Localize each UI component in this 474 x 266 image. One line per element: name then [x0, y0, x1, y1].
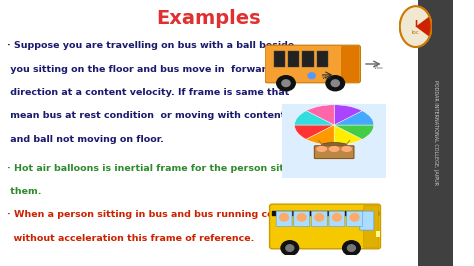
Ellipse shape	[321, 143, 347, 148]
Wedge shape	[334, 125, 362, 145]
Wedge shape	[334, 105, 362, 125]
Circle shape	[286, 245, 294, 251]
Bar	[273, 51, 285, 66]
Text: $V_{bus}$: $V_{bus}$	[321, 73, 333, 82]
Circle shape	[326, 76, 345, 91]
Text: mean bus at rest condition  or moving with content velocity: mean bus at rest condition or moving wit…	[7, 111, 331, 120]
Text: $V_{bus}$: $V_{bus}$	[373, 63, 384, 72]
Bar	[317, 51, 328, 66]
Bar	[288, 51, 300, 66]
FancyBboxPatch shape	[346, 211, 363, 226]
Bar	[302, 51, 314, 66]
Circle shape	[281, 241, 299, 255]
Circle shape	[329, 147, 339, 151]
Bar	[418, 0, 453, 266]
Circle shape	[280, 214, 289, 221]
FancyBboxPatch shape	[341, 47, 359, 82]
FancyBboxPatch shape	[314, 146, 354, 159]
Circle shape	[350, 214, 359, 221]
Circle shape	[297, 214, 306, 221]
Wedge shape	[306, 105, 334, 125]
Wedge shape	[294, 125, 334, 139]
Circle shape	[343, 241, 360, 255]
FancyBboxPatch shape	[360, 211, 374, 230]
Text: loc: loc	[412, 31, 419, 35]
Text: I: I	[414, 20, 417, 29]
Wedge shape	[416, 16, 432, 37]
Text: · Suppose you are travelling on bus with a ball beside: · Suppose you are travelling on bus with…	[7, 41, 294, 50]
Text: · When a person sitting in bus and bus running continually: · When a person sitting in bus and bus r…	[7, 210, 321, 219]
Circle shape	[347, 245, 356, 251]
FancyBboxPatch shape	[311, 211, 327, 226]
FancyBboxPatch shape	[364, 206, 379, 247]
Circle shape	[277, 76, 295, 91]
Circle shape	[332, 214, 341, 221]
Text: · Hot air balloons is inertial frame for the person sitting in: · Hot air balloons is inertial frame for…	[7, 164, 319, 173]
FancyBboxPatch shape	[294, 211, 310, 226]
Text: them.: them.	[7, 187, 42, 196]
Bar	[376, 231, 381, 237]
Wedge shape	[294, 111, 334, 125]
Circle shape	[342, 147, 351, 151]
Circle shape	[308, 73, 315, 79]
Text: direction at a content velocity. If frame is same that: direction at a content velocity. If fram…	[7, 88, 290, 97]
Wedge shape	[334, 125, 374, 139]
Wedge shape	[306, 125, 334, 145]
Circle shape	[315, 214, 324, 221]
Text: Examples: Examples	[156, 9, 261, 28]
FancyBboxPatch shape	[265, 45, 360, 83]
Circle shape	[317, 147, 326, 151]
FancyBboxPatch shape	[329, 211, 345, 226]
Wedge shape	[334, 111, 374, 125]
Text: without acceleration this frame of reference.: without acceleration this frame of refer…	[7, 234, 255, 243]
FancyBboxPatch shape	[276, 211, 292, 226]
Circle shape	[331, 80, 339, 86]
Circle shape	[282, 80, 290, 86]
Circle shape	[400, 6, 432, 47]
FancyBboxPatch shape	[270, 204, 381, 249]
Text: you sitting on the floor and bus move in  forward: you sitting on the floor and bus move in…	[7, 65, 273, 74]
Text: PODDAR INTERNATIONAL COLLEGE, JAIPUR: PODDAR INTERNATIONAL COLLEGE, JAIPUR	[433, 81, 438, 185]
Text: and ball not moving on floor.: and ball not moving on floor.	[7, 135, 164, 144]
